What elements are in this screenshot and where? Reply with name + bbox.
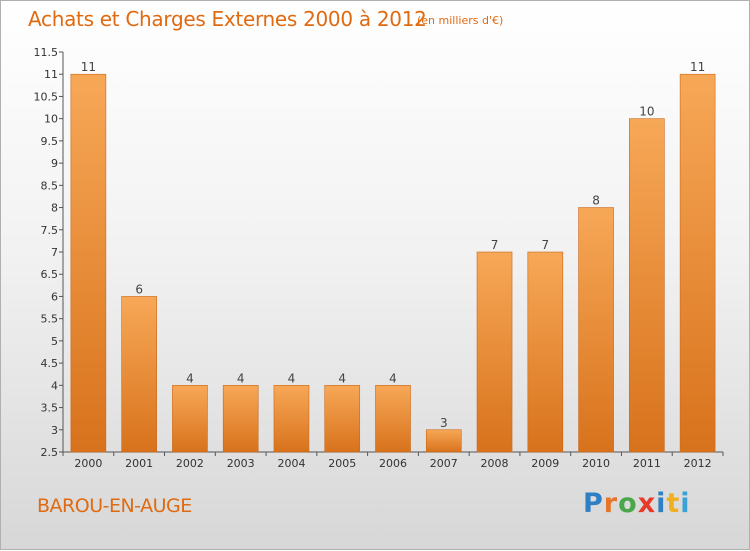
- bar: [629, 118, 665, 453]
- y-tick-label: 5.5: [41, 313, 59, 326]
- logo-letter: x: [637, 488, 657, 519]
- data-labels: 11 6 4 4 4 4 4 3 7 7 8 10 11: [81, 60, 706, 430]
- bar-value-label: 8: [592, 194, 600, 208]
- bar: [679, 73, 716, 453]
- logo-letter: P: [583, 488, 604, 519]
- x-tick-label: 2005: [328, 457, 356, 470]
- y-tick-label: 11.5: [34, 46, 59, 59]
- commune-name: BAROU-EN-AUGE: [37, 495, 192, 517]
- bar: [121, 296, 157, 453]
- bar: [527, 251, 564, 453]
- x-tick-label: 2011: [633, 457, 661, 470]
- bar: [578, 207, 614, 453]
- y-tick-label: 11: [44, 68, 58, 81]
- y-tick-label: 9: [51, 157, 58, 170]
- x-tick-label: 2008: [481, 457, 509, 470]
- y-tick-label: 9.5: [41, 135, 59, 148]
- y-tick-label: 4.5: [41, 357, 59, 370]
- x-tick-label: 2006: [379, 457, 407, 470]
- bar-value-label: 6: [135, 282, 143, 296]
- logo-letter: r: [603, 488, 619, 519]
- bar-value-label: 4: [186, 371, 194, 385]
- y-tick-label: 2.5: [41, 446, 59, 459]
- bars: [70, 73, 716, 453]
- x-axis: 2000 2001 2002 2003 2004 2005 2006 2007 2008 2009…: [62, 451, 724, 470]
- x-tick-label: 2003: [227, 457, 255, 470]
- bar-value-label: 10: [639, 105, 654, 119]
- bar: [375, 385, 411, 453]
- chart-title: Achats et Charges Externes 2000 à 2012: [28, 7, 427, 31]
- bar-value-label: 4: [389, 371, 397, 385]
- bar: [273, 385, 310, 453]
- y-tick-label: 5: [51, 335, 58, 348]
- y-tick-label: 10: [44, 113, 58, 126]
- y-axis: 2.5 3 3.5 4 4.5 5 5.5 6 6.5 7 7.5 8 8.5 9 9.5 10 10.5 11 1…: [34, 46, 64, 459]
- x-tick-label: 2004: [277, 457, 305, 470]
- x-tick-label: 2007: [430, 457, 458, 470]
- bar-value-label: 11: [690, 60, 705, 74]
- logo-letter: o: [618, 488, 638, 519]
- bar: [425, 429, 462, 453]
- y-tick-label: 8: [51, 202, 58, 215]
- bar-value-label: 4: [237, 371, 245, 385]
- y-tick-label: 4: [51, 379, 58, 392]
- x-tick-label: 2000: [74, 457, 102, 470]
- y-tick-label: 10.5: [34, 90, 59, 103]
- y-tick-label: 8.5: [41, 179, 59, 192]
- bar-value-label: 3: [440, 416, 448, 430]
- y-tick-label: 7.5: [41, 224, 59, 237]
- logo-letter: t: [666, 488, 681, 519]
- bar: [172, 385, 208, 453]
- bar: [476, 251, 513, 453]
- x-tick-label: 2001: [125, 457, 153, 470]
- x-tick-label: 2010: [582, 457, 610, 470]
- logo-letter: i: [680, 488, 691, 519]
- bar-value-label: 4: [288, 371, 296, 385]
- bar-value-label: 7: [541, 238, 549, 252]
- x-tick-label: 2002: [176, 457, 204, 470]
- bar: [70, 73, 107, 453]
- y-tick-label: 3: [51, 424, 58, 437]
- bar-value-label: 7: [491, 238, 499, 252]
- y-tick-label: 6.5: [41, 268, 59, 281]
- x-tick-label: 2009: [531, 457, 559, 470]
- x-tick-label: 2012: [684, 457, 712, 470]
- y-tick-label: 3.5: [41, 402, 59, 415]
- bar-value-label: 4: [338, 371, 346, 385]
- y-tick-label: 7: [51, 246, 58, 259]
- chart-unit: (en milliers d'€): [417, 14, 504, 27]
- bar: [324, 385, 361, 453]
- bar-value-label: 11: [81, 60, 96, 74]
- proxiti-logo: Proxiti: [583, 488, 691, 519]
- bar: [222, 385, 259, 453]
- y-tick-label: 6: [51, 290, 58, 303]
- logo-letter: i: [656, 488, 667, 519]
